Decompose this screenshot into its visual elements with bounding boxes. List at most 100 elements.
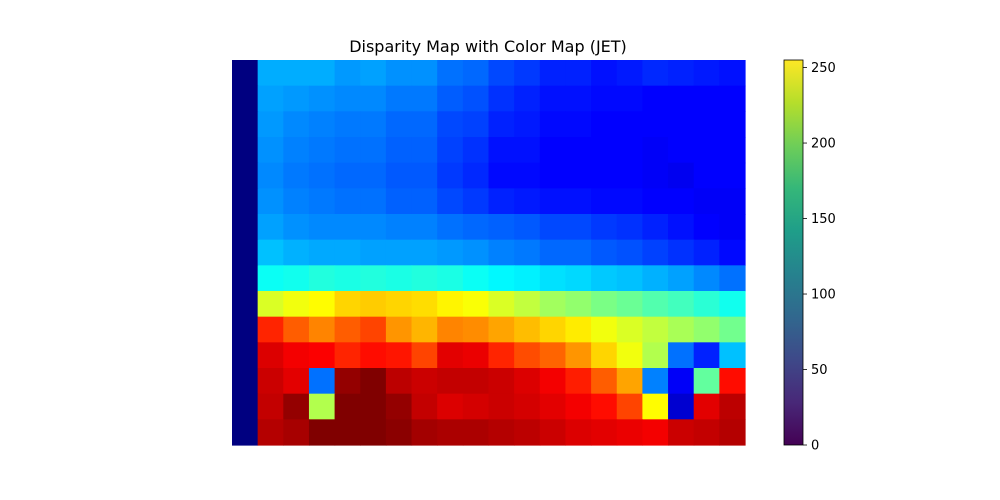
heatmap-cell — [719, 111, 746, 138]
heatmap-cell — [719, 368, 746, 395]
heatmap-cell — [642, 316, 669, 343]
heatmap-cell — [411, 265, 438, 292]
colorbar-tick-label: 0 — [811, 439, 819, 454]
heatmap-cell — [411, 291, 438, 318]
heatmap-cell — [462, 368, 490, 395]
heatmap-cell — [308, 162, 336, 189]
heatmap-cell — [232, 111, 259, 138]
heatmap-cell — [642, 85, 669, 112]
heatmap-cell — [385, 239, 413, 266]
heatmap-cell — [591, 419, 618, 446]
heatmap-cell — [411, 239, 438, 266]
heatmap-cell — [616, 60, 643, 87]
heatmap-cell — [565, 393, 592, 420]
heatmap-cell — [539, 265, 567, 292]
heatmap-cell — [719, 188, 746, 215]
heatmap-cell — [642, 60, 669, 87]
heatmap-cell — [616, 419, 643, 446]
heatmap-cell — [488, 342, 515, 369]
heatmap-cell — [539, 162, 567, 189]
heatmap-cell — [462, 60, 490, 87]
heatmap-cell — [514, 419, 541, 446]
heatmap-cell — [719, 291, 746, 318]
heatmap-cell — [539, 342, 567, 369]
heatmap-cell — [488, 214, 515, 241]
heatmap-cell — [232, 85, 259, 112]
heatmap-cell — [308, 188, 336, 215]
heatmap-cell — [462, 393, 490, 420]
heatmap-cell — [514, 111, 541, 138]
heatmap-cell — [514, 214, 541, 241]
heatmap-cell — [642, 137, 669, 164]
heatmap-cell — [693, 137, 720, 164]
heatmap-cell — [437, 316, 464, 343]
heatmap-cell — [488, 393, 515, 420]
heatmap-cell — [257, 162, 284, 189]
heatmap-cell — [308, 239, 336, 266]
heatmap-cell — [591, 188, 618, 215]
heatmap-cell — [616, 85, 643, 112]
heatmap-cell — [462, 291, 490, 318]
heatmap-cell — [642, 265, 669, 292]
heatmap-cell — [437, 265, 464, 292]
heatmap-cell — [462, 239, 490, 266]
heatmap-cell — [360, 137, 387, 164]
heatmap-cell — [308, 265, 336, 292]
heatmap-cell — [668, 214, 695, 241]
heatmap-cell — [565, 419, 592, 446]
colorbar-tick-label: 100 — [811, 288, 836, 303]
heatmap-cell — [693, 368, 720, 395]
heatmap-cell — [514, 162, 541, 189]
heatmap-cell — [232, 291, 259, 318]
heatmap-cell — [616, 316, 643, 343]
heatmap-cell — [591, 342, 618, 369]
heatmap-cell — [411, 188, 438, 215]
heatmap-cell — [693, 265, 720, 292]
heatmap-cell — [308, 291, 336, 318]
heatmap-cell — [385, 60, 413, 87]
heatmap-cell — [591, 137, 618, 164]
heatmap-cell — [385, 419, 413, 446]
heatmap-cell — [334, 137, 361, 164]
heatmap-cell — [385, 137, 413, 164]
heatmap-cell — [462, 342, 490, 369]
heatmap-cell — [232, 137, 259, 164]
heatmap-cell — [360, 291, 387, 318]
heatmap-cell — [539, 111, 567, 138]
heatmap-cell — [565, 111, 592, 138]
heatmap-cell — [437, 162, 464, 189]
heatmap-cell — [308, 316, 336, 343]
heatmap-cell — [283, 265, 310, 292]
heatmap-cell — [565, 60, 592, 87]
heatmap-cell — [360, 111, 387, 138]
heatmap-cell — [719, 85, 746, 112]
heatmap-cell — [257, 111, 284, 138]
heatmap-cell — [668, 162, 695, 189]
heatmap-cell — [283, 162, 310, 189]
heatmap-cell — [642, 111, 669, 138]
heatmap-cell — [360, 316, 387, 343]
heatmap-cell — [591, 291, 618, 318]
heatmap-cell — [437, 85, 464, 112]
heatmap-cell — [283, 368, 310, 395]
heatmap-cell — [257, 214, 284, 241]
heatmap-cell — [283, 342, 310, 369]
heatmap-cell — [693, 111, 720, 138]
heatmap-cell — [616, 239, 643, 266]
heatmap-cell — [514, 85, 541, 112]
heatmap-cell — [668, 111, 695, 138]
heatmap-cell — [308, 368, 336, 395]
heatmap-cell — [488, 265, 515, 292]
colorbar: 0 50 100 150 200 250 — [783, 59, 836, 454]
heatmap-cell — [488, 239, 515, 266]
heatmap-cell — [411, 419, 438, 446]
heatmap-cell — [411, 316, 438, 343]
heatmap-cell — [668, 419, 695, 446]
heatmap-cell — [616, 393, 643, 420]
heatmap-cell — [514, 291, 541, 318]
heatmap-cell — [334, 188, 361, 215]
heatmap-cell — [334, 342, 361, 369]
heatmap-cell — [488, 291, 515, 318]
heatmap-cell — [283, 393, 310, 420]
heatmap-cell — [232, 162, 259, 189]
